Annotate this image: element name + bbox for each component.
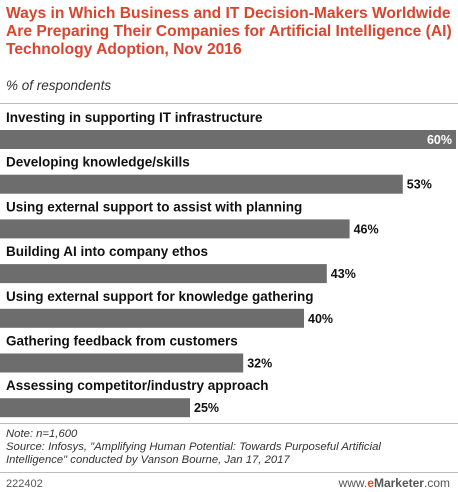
value-label: 60%	[427, 133, 452, 147]
note-text: Note: n=1,600	[6, 428, 78, 440]
source-line-1: Source: Infosys, "Amplifying Human Poten…	[6, 441, 381, 453]
value-label: 40%	[308, 312, 333, 326]
bar	[0, 130, 456, 149]
value-label: 32%	[247, 357, 272, 371]
footer-divider	[0, 472, 458, 473]
bar	[0, 219, 350, 239]
bottom-divider	[0, 423, 458, 424]
chart-title: Ways in Which Business and IT Decision-M…	[6, 5, 452, 58]
brand-suffix: .com	[423, 476, 450, 490]
value-label: 46%	[354, 222, 379, 236]
bar	[0, 308, 304, 328]
brand-name: Marketer	[373, 476, 424, 490]
top-divider	[0, 103, 458, 104]
category-label: Building AI into company ethos	[6, 244, 208, 259]
footnote: Note: n=1,600 Source: Infosys, "Amplifyi…	[6, 428, 452, 467]
bar	[0, 398, 190, 418]
category-label: Using external support to assist with pl…	[6, 199, 302, 214]
brand-logo[interactable]: www.eMarketer.com	[339, 476, 450, 490]
bar	[0, 264, 327, 284]
value-label: 43%	[331, 267, 356, 281]
chart-subtitle: % of respondents	[6, 78, 112, 93]
chart-id: 222402	[6, 478, 43, 490]
category-label: Assessing competitor/industry approach	[6, 378, 269, 393]
value-label: 53%	[407, 178, 432, 192]
source-line-2: Intelligence" conducted by Vanson Bourne…	[6, 454, 290, 466]
bar	[0, 353, 244, 373]
brand-e: e	[367, 476, 374, 490]
bar-chart: Investing in supporting IT infrastructur…	[0, 110, 456, 418]
category-label: Investing in supporting IT infrastructur…	[6, 110, 263, 125]
category-label: Developing knowledge/skills	[6, 155, 190, 170]
brand-prefix: www.	[338, 476, 368, 490]
category-label: Using external support for knowledge gat…	[6, 289, 314, 304]
value-label: 25%	[194, 401, 219, 415]
bar	[0, 174, 403, 194]
category-label: Gathering feedback from customers	[6, 334, 238, 349]
